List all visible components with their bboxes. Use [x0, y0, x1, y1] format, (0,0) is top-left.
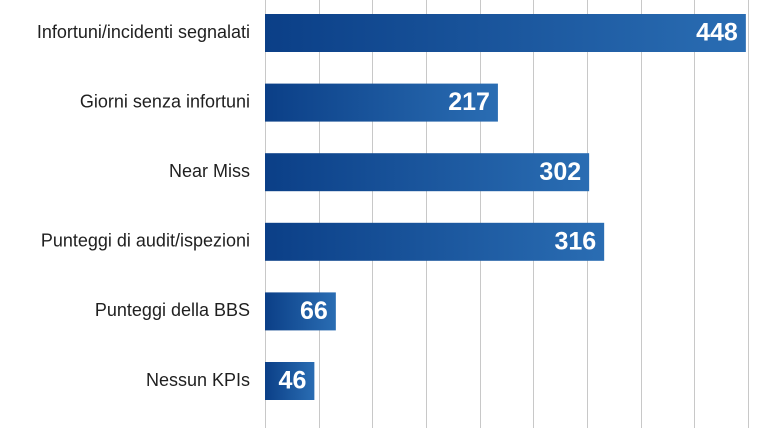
value-label-3: 316 — [554, 227, 596, 255]
category-label-2: Near Miss — [169, 161, 250, 181]
bar-5 — [265, 362, 315, 400]
value-label-0: 448 — [696, 19, 738, 47]
bar-3 — [265, 222, 605, 261]
category-labels: Infortuni/incidenti segnalati Giorni senz… — [37, 22, 250, 390]
category-label-1: Giorni senza infortuni — [80, 91, 250, 111]
category-label-4: Punteggi della BBS — [95, 300, 250, 320]
bars — [265, 14, 746, 400]
value-label-4: 66 — [300, 297, 328, 325]
grid-lines — [265, 0, 749, 428]
category-label-3: Punteggi di audit/ispezioni — [41, 231, 250, 251]
category-label-5: Nessun KPIs — [146, 370, 250, 390]
value-label-1: 217 — [448, 88, 490, 116]
value-label-5: 46 — [279, 367, 307, 395]
bar-4 — [265, 292, 336, 331]
category-label-0: Infortuni/incidenti segnalati — [37, 22, 250, 42]
value-labels: 448 217 302 316 66 46 — [279, 19, 738, 395]
bar-1 — [265, 83, 498, 122]
bar-0 — [265, 14, 746, 52]
bar-2 — [265, 153, 590, 192]
value-label-2: 302 — [539, 158, 581, 186]
